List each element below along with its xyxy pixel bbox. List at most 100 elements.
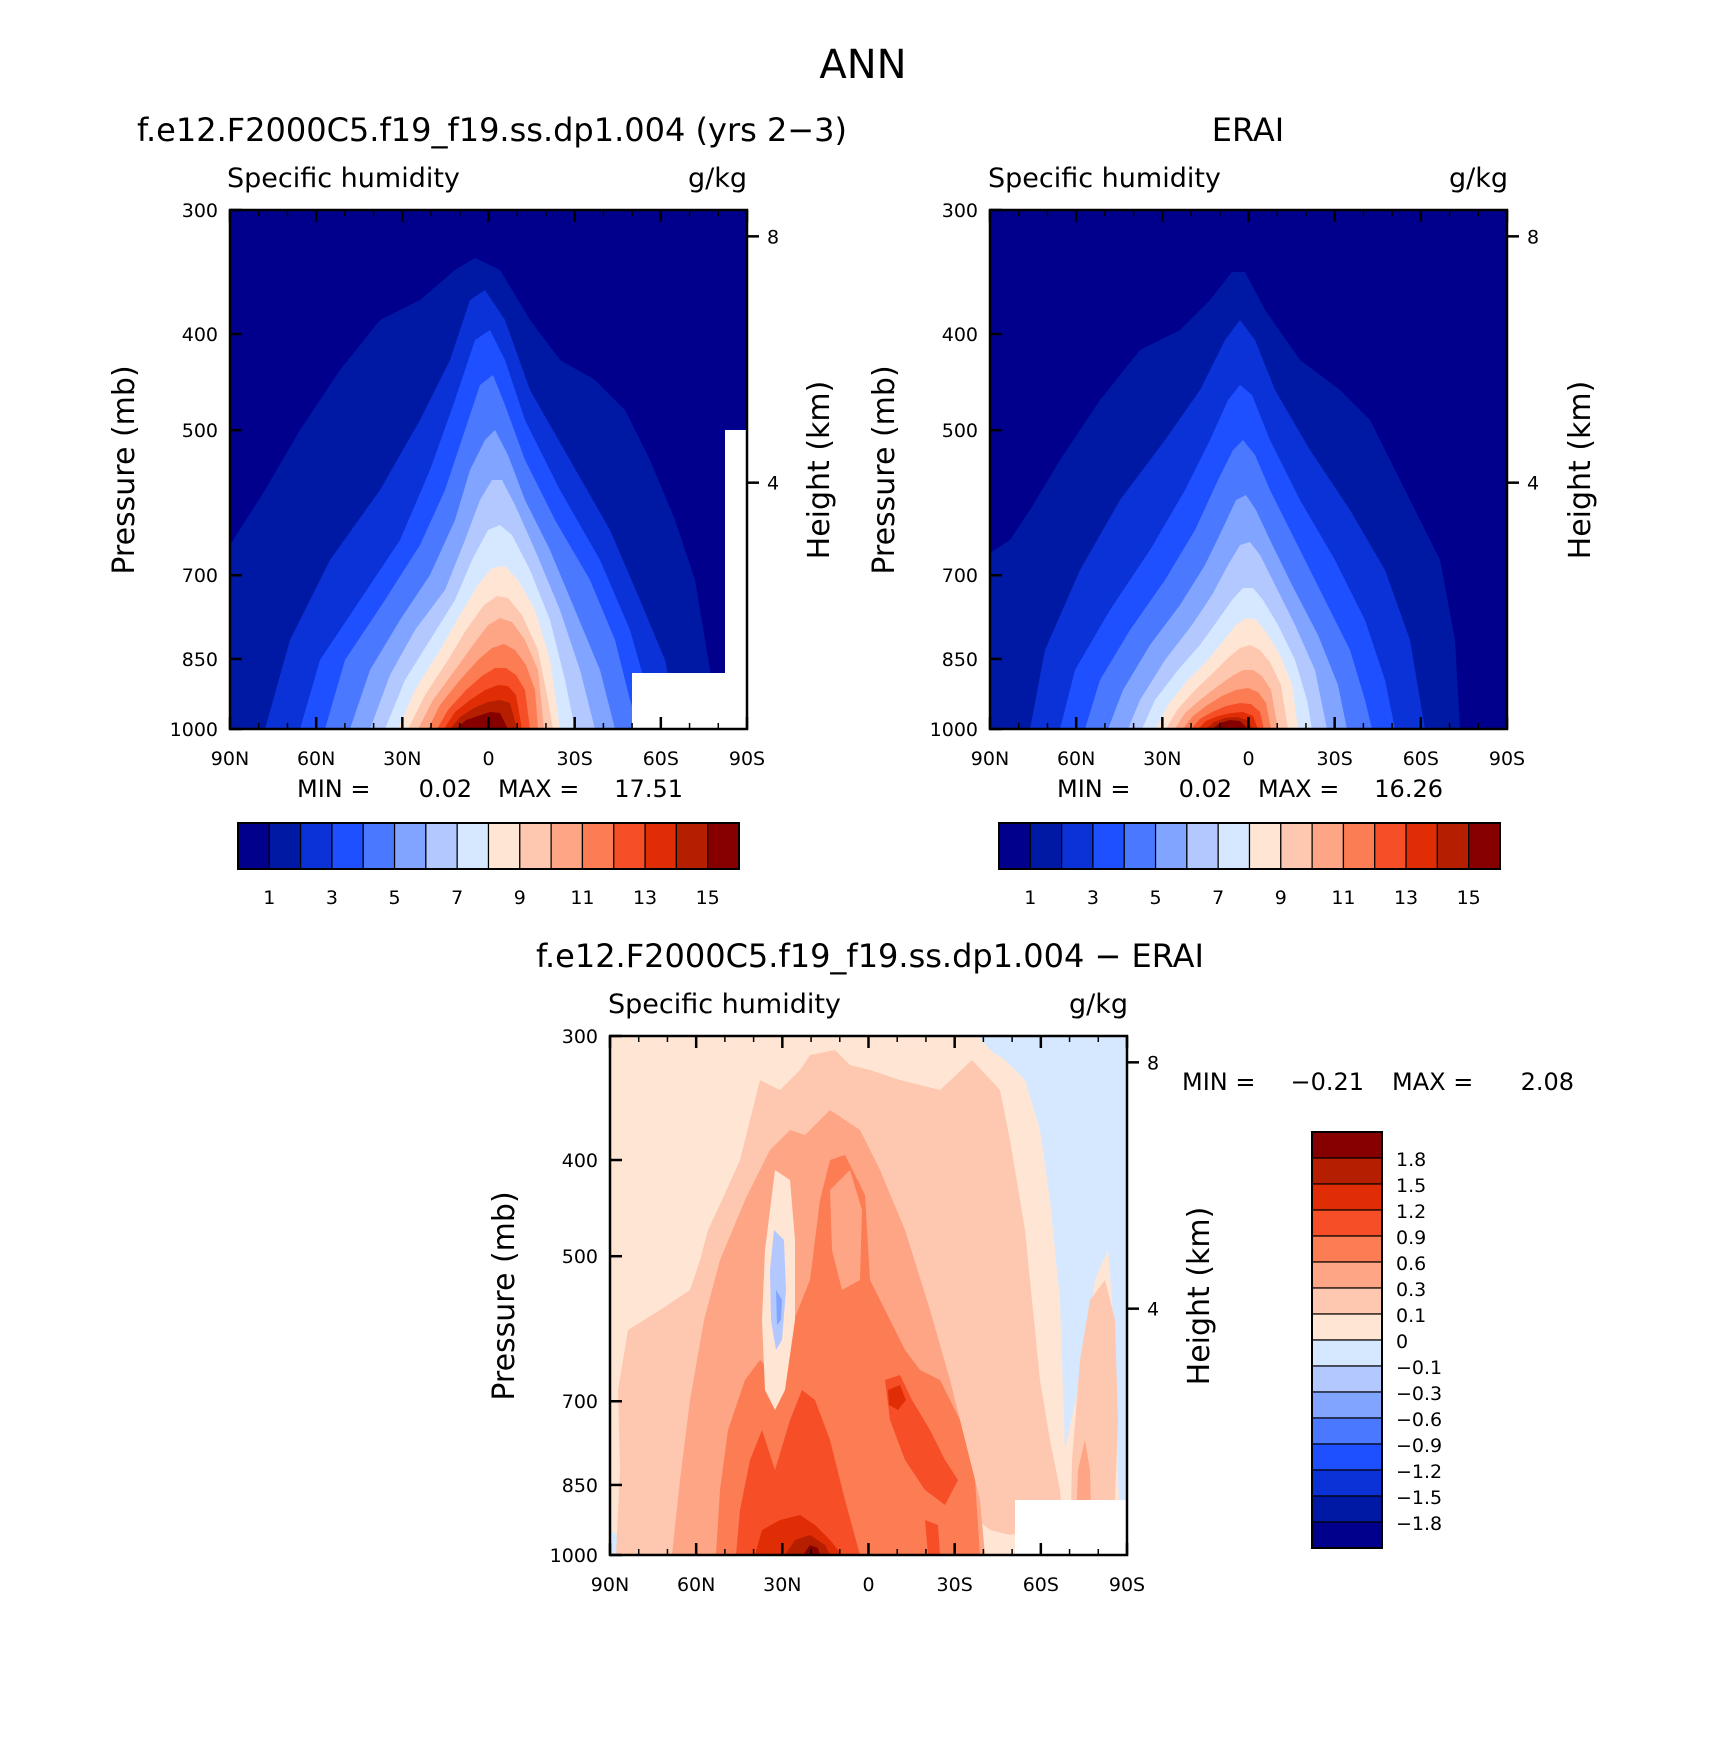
colorbar-label: 9 [514, 887, 526, 909]
y-tick-label: 300 [182, 200, 218, 222]
colorbar-swatch [1436, 822, 1470, 870]
contour-field [990, 210, 1507, 729]
colorbar-swatch [1311, 1339, 1383, 1367]
colorbar-swatch [362, 822, 396, 870]
colorbar-swatch [487, 822, 521, 870]
colorbar-label: 7 [451, 887, 463, 909]
figure-title: ANN [819, 42, 906, 88]
y-tick-label: 850 [182, 649, 218, 671]
y-right-tick-label: 4 [1147, 1299, 1159, 1321]
x-tick-label: 60N [297, 748, 335, 770]
x-axis-ticks: 90N 60N 30N 0 30S 60S 90S [211, 210, 765, 770]
variable-label: Specific humidity [988, 163, 1221, 194]
y-tick-label: 700 [182, 565, 218, 587]
colorbar-swatch [707, 822, 740, 870]
colorbar-label: 0.3 [1396, 1279, 1426, 1301]
y-tick-label: 500 [182, 420, 218, 442]
min-label: MIN = [297, 775, 370, 803]
colorbar-swatch [1311, 822, 1345, 870]
colorbar-label: 1 [1024, 887, 1036, 909]
colorbar-label: 0.9 [1396, 1227, 1426, 1249]
contour-level-1 [978, 1036, 1127, 1555]
colorbar-label: 3 [326, 887, 338, 909]
contour-field [610, 1036, 1127, 1555]
colorbar-frame [237, 822, 740, 870]
max-label: MAX = [1392, 1068, 1473, 1096]
colorbar-label: 0 [1396, 1331, 1408, 1353]
colorbar-swatch [1280, 822, 1313, 870]
x-tick-label: 90S [1489, 748, 1525, 770]
min-label: MIN = [1057, 775, 1130, 803]
colorbar-swatch [268, 822, 302, 870]
colorbar-label: −0.6 [1396, 1409, 1442, 1431]
max-label: MAX = [498, 775, 579, 803]
colorbar-swatch [1029, 822, 1063, 870]
panel-title: f.e12.F2000C5.f19_f19.ss.dp1.004 (yrs 2−… [137, 111, 847, 149]
panel-model: f.e12.F2000C5.f19_f19.ss.dp1.004 (yrs 2−… [107, 111, 847, 909]
colorbar-swatch [998, 822, 1031, 870]
y-tick-label: 700 [562, 1391, 598, 1413]
colorbar-label: 7 [1212, 887, 1224, 909]
colorbar-label: 9 [1275, 887, 1287, 909]
units-label: g/kg [1069, 989, 1128, 1020]
y-tick-label: 1000 [170, 719, 218, 741]
x-tick-label: 60N [1057, 748, 1095, 770]
contour-level-6b [888, 1385, 906, 1410]
colorbar-label: −1.8 [1396, 1513, 1442, 1535]
y-axis-label: Pressure (mb) [107, 365, 142, 574]
y-axis-ticks: 300 400 500 700 850 1000 [930, 200, 1002, 741]
colorbar-label: −1.2 [1396, 1461, 1442, 1483]
y-axis-label: Pressure (mb) [867, 365, 902, 574]
colorbar-swatch [1374, 822, 1407, 870]
panel-title: f.e12.F2000C5.f19_f19.ss.dp1.004 − ERAI [536, 937, 1204, 975]
colorbar-swatch [1154, 822, 1188, 870]
contour-level-15 [456, 712, 508, 729]
colorbar-label: 5 [389, 887, 401, 909]
contour-level-7 [785, 1535, 830, 1555]
colorbar-swatch [456, 822, 490, 870]
colorbar-label: 0.6 [1396, 1253, 1426, 1275]
x-tick-label: 90S [1109, 1574, 1145, 1596]
contour-level-12 [830, 1170, 862, 1290]
x-tick-label: 30N [763, 1574, 801, 1596]
colorbar-swatch [300, 822, 333, 870]
units-label: g/kg [688, 163, 747, 194]
y-axis-right-label: Height (km) [802, 381, 837, 560]
colorbar: 1.8 1.5 1.2 0.9 0.6 0.3 0.1 0 −0.1 −0.3 −0.6 −0.9 −1… [1311, 1131, 1442, 1549]
min-value: 0.02 [419, 775, 472, 803]
colorbar-swatch [1311, 1183, 1383, 1211]
y-right-tick-label: 8 [1147, 1052, 1159, 1074]
y-tick-label: 400 [182, 324, 218, 346]
x-tick-label: 30S [557, 748, 593, 770]
colorbar-label: 13 [1394, 887, 1418, 909]
colorbar-swatch [1342, 822, 1376, 870]
y-right-tick-label: 8 [1527, 226, 1539, 248]
colorbar-label: 3 [1087, 887, 1099, 909]
y-right-tick-label: 8 [767, 226, 779, 248]
x-tick-label: 60S [1023, 1574, 1059, 1596]
colorbar-label: −0.3 [1396, 1383, 1442, 1405]
colorbar-swatch [1217, 822, 1251, 870]
x-tick-label: 60N [677, 1574, 715, 1596]
x-tick-label: 0 [862, 1574, 874, 1596]
min-label: MIN = [1182, 1068, 1255, 1096]
max-value: 17.51 [614, 775, 683, 803]
colorbar-swatch [1123, 822, 1157, 870]
y-tick-label: 1000 [930, 719, 978, 741]
colorbar-label: 11 [570, 887, 594, 909]
colorbar-swatch [393, 822, 427, 870]
y-axis-ticks: 300 400 500 700 850 1000 [550, 1026, 622, 1567]
x-tick-label: 30N [1143, 748, 1181, 770]
colorbar-swatch [1061, 822, 1094, 870]
colorbar-swatch [1468, 822, 1501, 870]
y-tick-label: 700 [942, 565, 978, 587]
colorbar-label: 15 [696, 887, 720, 909]
colorbar-label: 5 [1150, 887, 1162, 909]
y-axis-ticks: 300 400 500 700 850 1000 [170, 200, 242, 741]
y-tick-label: 400 [942, 324, 978, 346]
y-axis-right-ticks: 48 [1507, 226, 1539, 495]
colorbar-swatch [331, 822, 364, 870]
colorbar-swatch [1186, 822, 1219, 870]
units-label: g/kg [1449, 163, 1508, 194]
panel-difference: f.e12.F2000C5.f19_f19.ss.dp1.004 − ERAI … [487, 937, 1574, 1596]
